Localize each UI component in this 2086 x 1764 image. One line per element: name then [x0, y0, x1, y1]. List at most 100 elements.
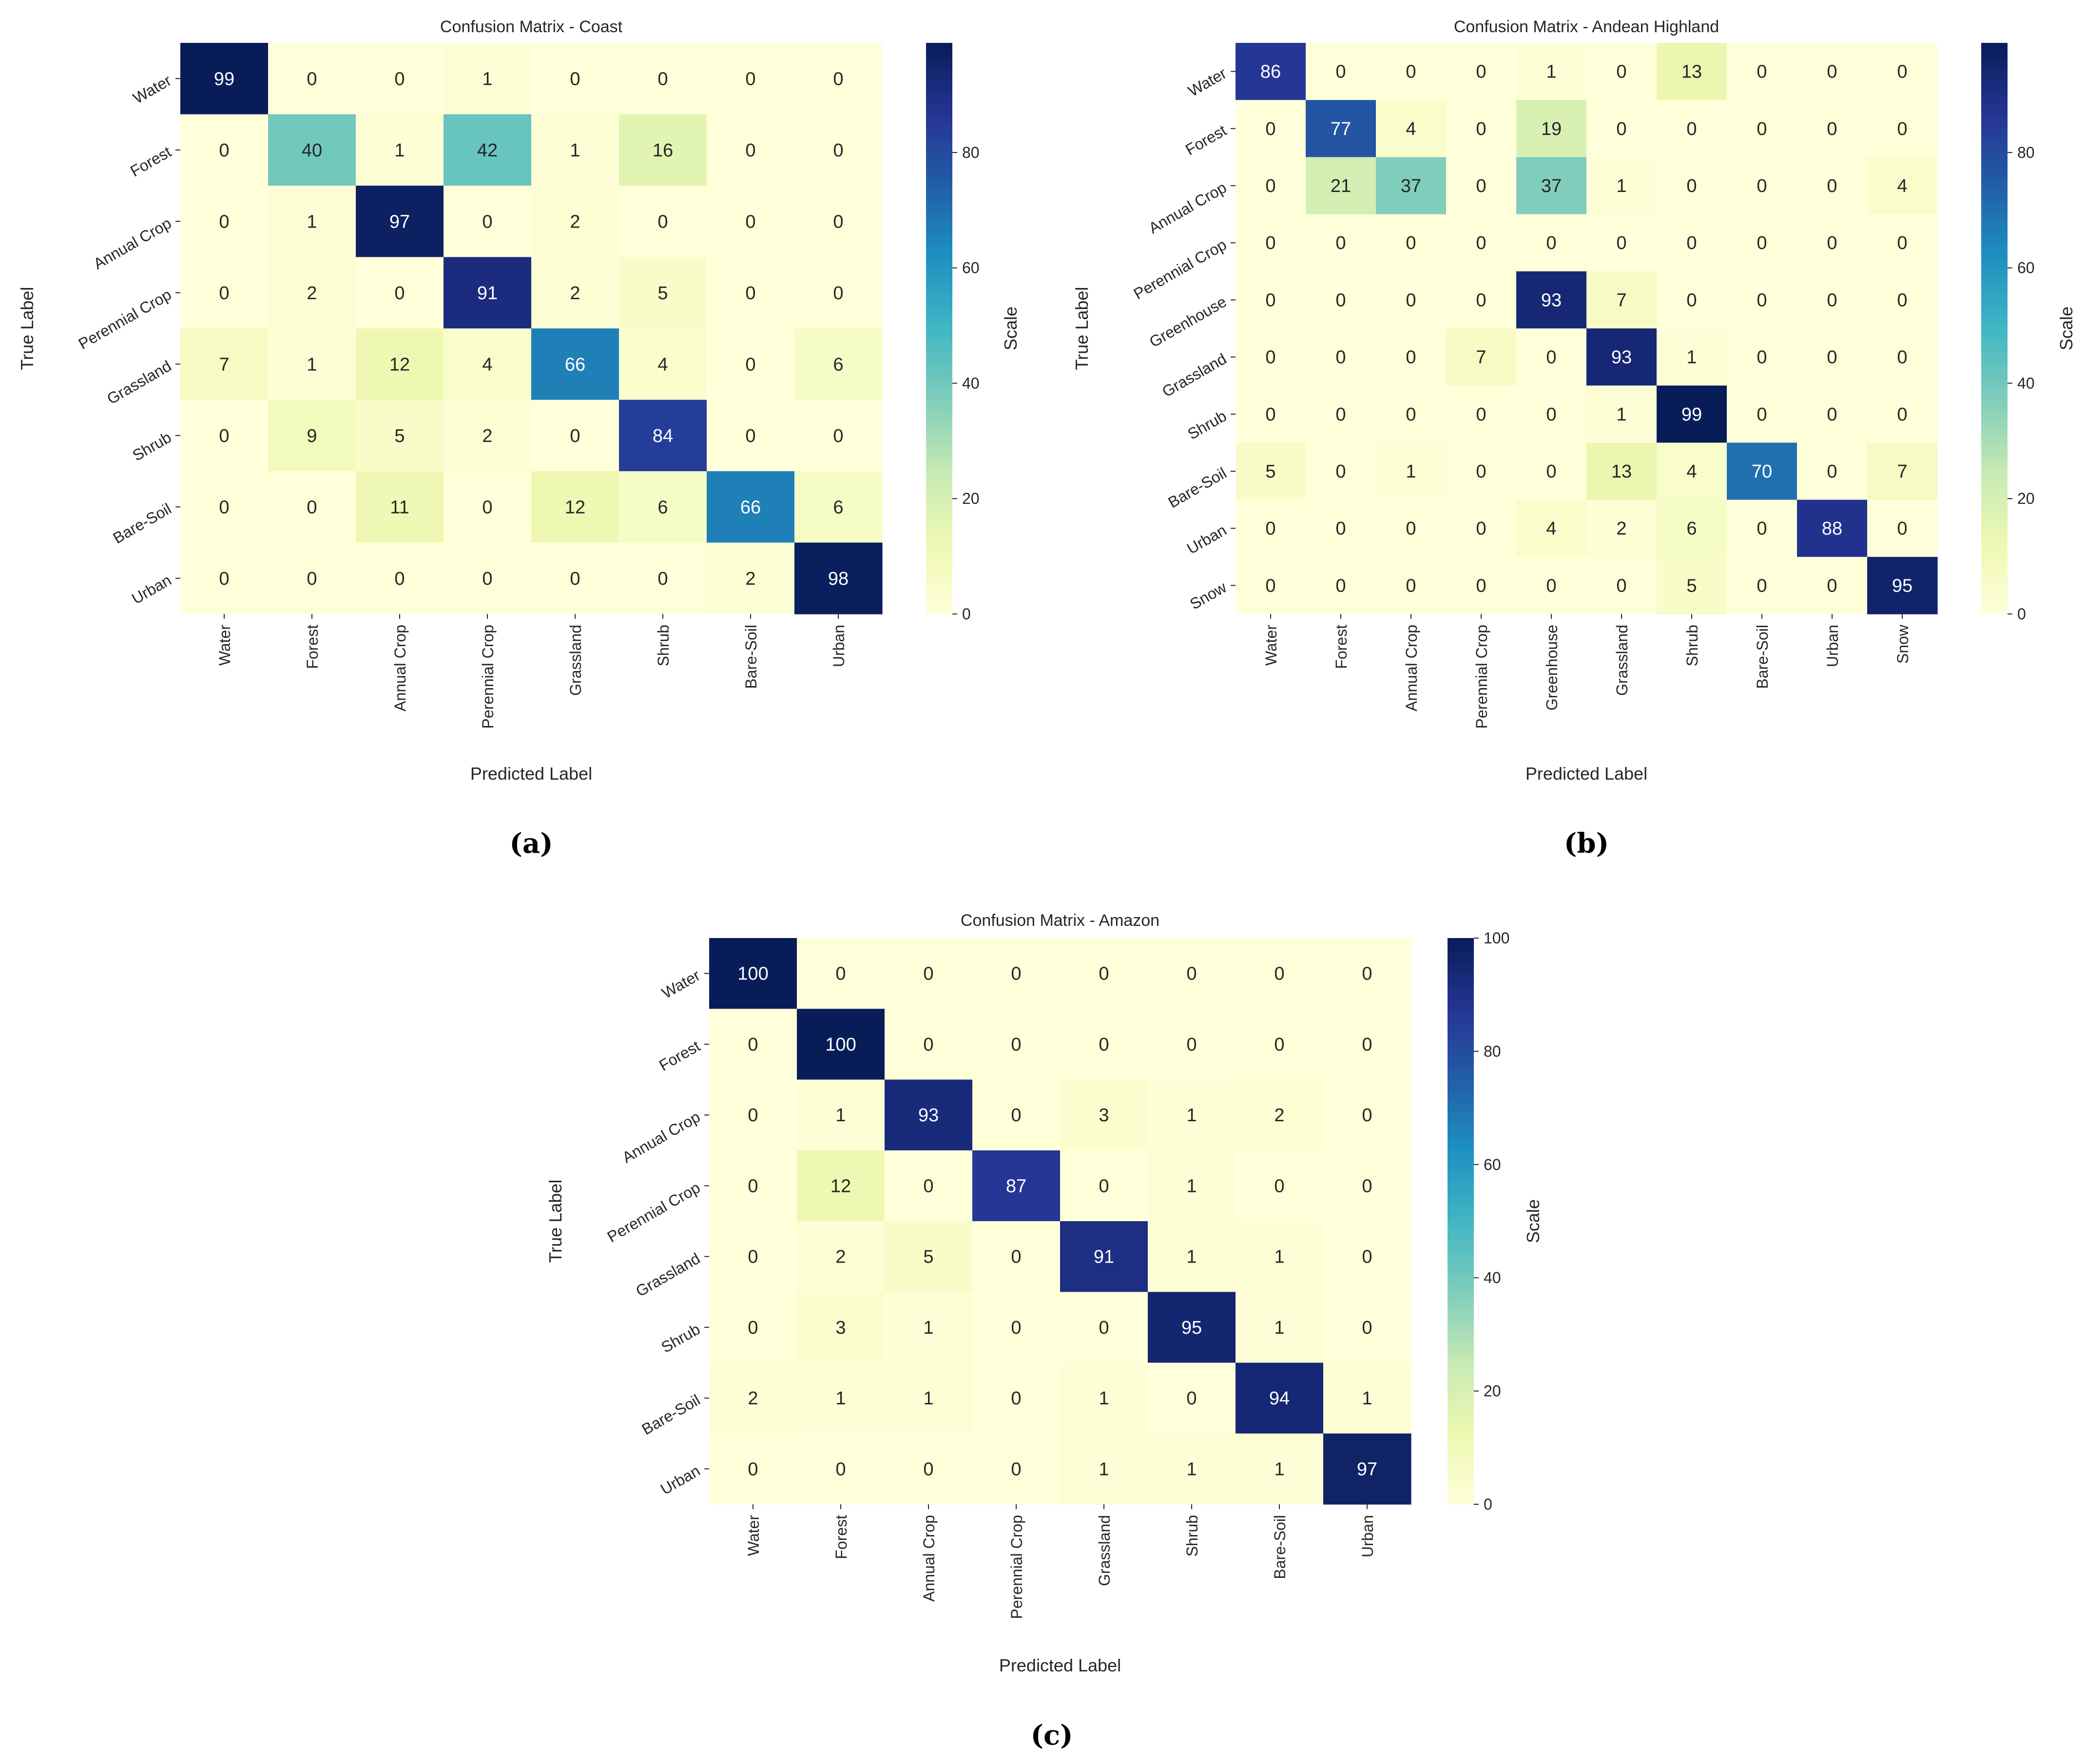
colorbar-segment [1448, 1141, 1474, 1146]
heatmap-cell-shrub-urban [794, 400, 883, 472]
colorbar-segment [1448, 1396, 1474, 1401]
cell-value-label: 0 [833, 69, 843, 89]
colorbar-segment [926, 461, 952, 467]
heatmap-cell-grassland-shrub [1657, 328, 1727, 386]
heatmap-cell-urban-perennial-crop [444, 542, 532, 614]
cell-value-label: 0 [219, 569, 229, 589]
colorbar-segment [1448, 1146, 1474, 1151]
cell-value-label: 0 [1011, 1388, 1021, 1409]
colorbar-segment [926, 476, 952, 481]
heatmap-cell-annual-crop-bare-soil [707, 186, 795, 258]
heatmap-cell-grassland-water [1236, 328, 1306, 386]
cell-value-label: 0 [1274, 1035, 1284, 1055]
cell-value-label: 0 [835, 964, 846, 984]
colorbar-segment [1981, 233, 2008, 239]
colorbar-segment [1448, 1070, 1474, 1075]
heatmap-cell-annual-crop-bare-soil [1236, 1079, 1324, 1151]
x-tick-label-bare-soil: Bare-Soil [742, 625, 760, 689]
colorbar-tick-label: 0 [2017, 605, 2026, 623]
heatmap-cell-bare-soil-perennial-crop [972, 1362, 1061, 1434]
colorbar-segment [926, 62, 952, 67]
heatmap-cell-bare-soil-grassland [1060, 1362, 1148, 1434]
colorbar-segment [926, 604, 952, 610]
colorbar-segment [1448, 1221, 1474, 1227]
colorbar-segment [926, 81, 952, 86]
heatmap-cell-forest-perennial-crop [972, 1009, 1061, 1080]
colorbar-segment [1448, 947, 1474, 953]
cell-value-label: 94 [1269, 1388, 1290, 1409]
colorbar-segment [1981, 276, 2008, 282]
cell-value-label: 0 [745, 283, 755, 304]
panel-label: (b) [1564, 827, 1609, 860]
heatmap-cell-bare-soil-water [180, 471, 269, 543]
cell-value-label: 0 [1827, 176, 1837, 196]
colorbar-segment [1448, 1249, 1474, 1255]
colorbar: 0 20 40 60 80 Scale [1981, 43, 2076, 623]
colorbar-segment [926, 566, 952, 572]
colorbar-segment [926, 171, 952, 177]
cell-value-label: 42 [477, 140, 498, 161]
heatmap-cell-snow-urban [1797, 556, 1868, 614]
colorbar-tick-label: 60 [1484, 1156, 1501, 1173]
cell-value-label: 0 [1362, 1247, 1372, 1267]
colorbar-segment [1981, 371, 2008, 377]
colorbar-segment [1981, 100, 2008, 105]
heatmap-cell-perennial-crop-forest [1306, 214, 1376, 272]
colorbar-segment [1448, 1296, 1474, 1302]
colorbar-segment [1448, 1480, 1474, 1486]
heatmap-cell-bare-soil-greenhouse [1516, 442, 1587, 500]
cell-value-label: 0 [1265, 119, 1275, 139]
x-tick-label-grassland: Grassland [1096, 1515, 1113, 1586]
colorbar-segment [926, 404, 952, 410]
heatmap-cell-forest-annual-crop [356, 114, 444, 186]
cell-value-label: 2 [835, 1247, 846, 1267]
colorbar-segment [1981, 542, 2008, 548]
heatmap-cell-greenhouse-annual-crop [1376, 271, 1447, 329]
heatmap-cell-bare-soil-forest [797, 1362, 885, 1434]
cell-value-label: 0 [1362, 1318, 1372, 1338]
colorbar-segment [1981, 71, 2008, 77]
colorbar-segment [926, 257, 952, 263]
colorbar-tick-label: 20 [2017, 490, 2035, 507]
cell-value-label: 1 [570, 140, 580, 161]
cell-value-label: 0 [1757, 233, 1767, 253]
cell-value-label: 1 [923, 1388, 933, 1409]
cell-value-label: 0 [1476, 290, 1486, 310]
colorbar-segment [1981, 343, 2008, 348]
colorbar-segment [1448, 1461, 1474, 1467]
colorbar-segment [1448, 1306, 1474, 1311]
colorbar-segment [1448, 1169, 1474, 1174]
heatmap-cell-perennial-crop-annual-crop [1376, 214, 1447, 272]
cell-value-label: 0 [745, 354, 755, 375]
colorbar-segment [926, 333, 952, 339]
heatmap-cell-urban-grassland [1586, 499, 1657, 557]
x-tick-label-bare-soil: Bare-Soil [1271, 1515, 1289, 1579]
colorbar-segment [1981, 604, 2008, 610]
x-tick-label-forest: Forest [1333, 625, 1350, 669]
colorbar-segment [1448, 1443, 1474, 1448]
heatmap-cell-bare-soil-bare-soil [1727, 442, 1797, 500]
cell-value-label: 3 [1099, 1105, 1109, 1126]
cell-value-label: 0 [1335, 233, 1346, 253]
heatmap-cell-water-perennial-crop [972, 938, 1061, 1009]
cell-value-label: 0 [1186, 1388, 1197, 1409]
heatmap-cell-forest-grassland [1060, 1009, 1148, 1080]
heatmap-cell-bare-soil-snow [1867, 442, 1938, 500]
cell-value-label: 0 [1406, 518, 1416, 539]
colorbar-segment [1448, 1476, 1474, 1481]
cell-value-label: 0 [1897, 290, 1907, 310]
colorbar-segment [1981, 90, 2008, 96]
colorbar-segment [926, 466, 952, 472]
heatmap-cell-grassland-water [180, 328, 269, 401]
colorbar-segment [1981, 267, 2008, 272]
cell-value-label: 0 [1686, 119, 1697, 139]
colorbar-segment [1448, 1292, 1474, 1297]
colorbar-tick-label: 0 [1484, 1496, 1492, 1513]
colorbar-segment [926, 305, 952, 310]
colorbar-segment [1981, 219, 2008, 224]
colorbar-segment [926, 128, 952, 134]
cell-value-label: 1 [1616, 404, 1626, 425]
heatmap-cell-snow-greenhouse [1516, 556, 1587, 614]
heatmap-cell-urban-shrub [1148, 1433, 1236, 1505]
cell-value-label: 0 [1011, 1105, 1021, 1126]
